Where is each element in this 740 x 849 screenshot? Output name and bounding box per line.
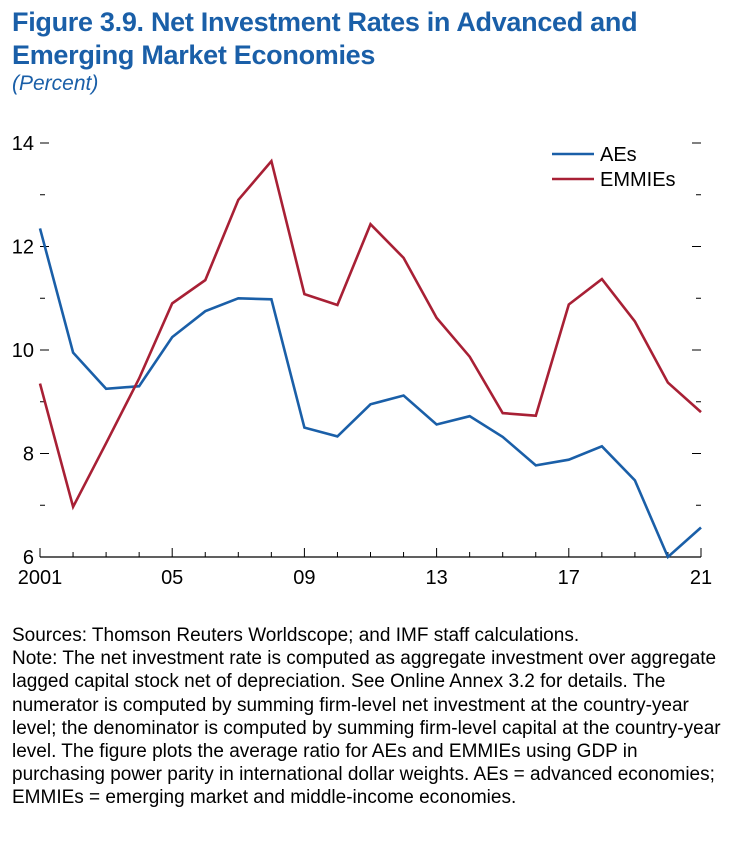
x-tick-label: 17 bbox=[558, 567, 580, 589]
x-tick-label: 21 bbox=[690, 567, 712, 589]
note-text: Note: The net investment rate is compute… bbox=[12, 648, 721, 809]
axes: 6 8 10 12 14 2001 05 09 13 17 21 bbox=[12, 133, 712, 589]
x-tick-label: 13 bbox=[425, 567, 447, 589]
y-tick-label: 12 bbox=[12, 237, 34, 259]
series-line-emmies bbox=[38, 158, 702, 511]
figure-title: Figure 3.9. Net Investment Rates in Adva… bbox=[12, 7, 638, 70]
legend: AEs EMMIEs bbox=[552, 144, 676, 191]
y-tick-label: 14 bbox=[12, 133, 34, 155]
x-tick-label: 09 bbox=[293, 567, 315, 589]
line-chart: 6 8 10 12 14 2001 05 09 13 17 21 AEs EMMIEs bbox=[12, 133, 712, 589]
figure-notes: Sources: Thomson Reuters Worldscope; and… bbox=[12, 624, 728, 810]
legend-label-aes: AEs bbox=[600, 144, 637, 166]
series-line-aes bbox=[38, 228, 702, 560]
sources-text: Sources: Thomson Reuters Worldscope; and… bbox=[12, 625, 580, 646]
series-lines bbox=[38, 158, 702, 560]
figure-subtitle: (Percent) bbox=[12, 72, 99, 95]
y-tick-label: 6 bbox=[23, 547, 34, 569]
y-tick-label: 10 bbox=[12, 340, 34, 362]
y-tick-label: 8 bbox=[23, 444, 34, 466]
x-tick-label: 05 bbox=[161, 567, 183, 589]
x-tick-label: 2001 bbox=[18, 567, 63, 589]
legend-label-emmies: EMMIEs bbox=[600, 169, 676, 191]
